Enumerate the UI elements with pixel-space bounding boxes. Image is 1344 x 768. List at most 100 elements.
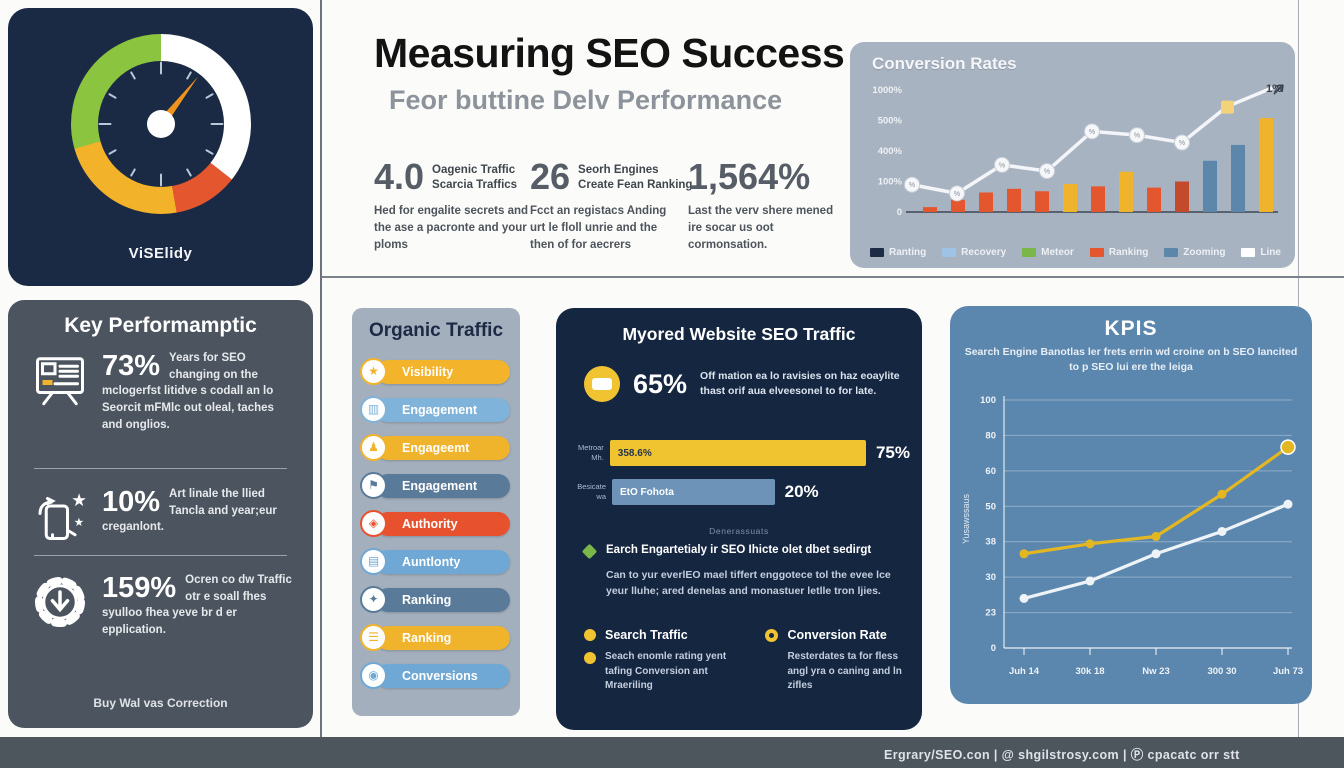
svg-text:38: 38 bbox=[985, 537, 996, 548]
page-subtitle: Feor buttine Delv Performance bbox=[389, 85, 783, 115]
svg-text:Nw 23: Nw 23 bbox=[1142, 666, 1169, 677]
svg-text:%: % bbox=[954, 191, 960, 198]
svg-text:0: 0 bbox=[991, 643, 996, 654]
key-item-text: 73% Years for SEO changing on the mcloge… bbox=[102, 350, 274, 431]
organic-panel-title: Organic Traffic bbox=[368, 320, 504, 341]
kpi-title: KPIS bbox=[1104, 317, 1158, 340]
vertical-divider bbox=[320, 0, 322, 737]
seo-legend: Search Traffic Seach enomle rating yent … bbox=[584, 628, 908, 694]
legend-swatch-icon bbox=[1164, 248, 1179, 257]
seo-stat-row: 65% Off mation ea lo ravisies on haz eoa… bbox=[584, 366, 908, 402]
svg-text:50: 50 bbox=[985, 501, 996, 512]
page-title: Measuring SEO Success bbox=[374, 30, 845, 76]
list-item: ☰ Ranking bbox=[360, 624, 510, 651]
legend-description: Resterdates ta for fless angl yra o cani… bbox=[787, 651, 902, 691]
bar-value: 20% bbox=[784, 482, 819, 501]
svg-text:80: 80 bbox=[985, 430, 996, 441]
organic-pill: Authority bbox=[376, 512, 510, 536]
gauge-tick bbox=[159, 173, 162, 187]
organic-pill: Conversions bbox=[376, 664, 510, 688]
list-item: ◉ Conversions bbox=[360, 662, 510, 689]
list-item: ✦ Ranking bbox=[360, 586, 510, 613]
gauge-label: ViSElidy bbox=[128, 245, 193, 262]
yellow-dot-icon bbox=[584, 629, 596, 641]
website-seo-traffic-panel: Myored Website SEO Traffic 65% Off matio… bbox=[556, 308, 922, 730]
svg-text:Juh 14: Juh 14 bbox=[1009, 666, 1040, 677]
key-item-text: 10% Art linale the llied Tancla and year… bbox=[102, 486, 277, 534]
seo-stat-value: 65% bbox=[633, 368, 688, 399]
stat-description: Fcct an registacs Anding urt le floll un… bbox=[530, 205, 667, 251]
kpi-subtitle: Search Engine Banotlas ler frets errin w… bbox=[964, 346, 1298, 374]
conversion-chart-title: Conversion Rates bbox=[872, 54, 1017, 73]
svg-text:0: 0 bbox=[897, 207, 902, 218]
conversions-icon: ◉ bbox=[360, 662, 387, 689]
yellow-dot-icon bbox=[584, 652, 596, 664]
legend-swatch-icon bbox=[1089, 248, 1104, 257]
organic-pill: Engagement bbox=[376, 398, 510, 422]
svg-text:60: 60 bbox=[985, 466, 996, 477]
seo-bullet-title: Earch Engartetialy ir SEO Ihicte olet db… bbox=[606, 544, 872, 556]
seo-bullet: Earch Engartetialy ir SEO Ihicte olet db… bbox=[581, 543, 904, 560]
key-item-text: 159% Ocren co dw Traffic otr e soall fhe… bbox=[102, 572, 292, 637]
gauge-tick bbox=[159, 61, 162, 75]
svg-text:500%: 500% bbox=[878, 116, 903, 127]
list-item: ▤ Auntlonty bbox=[360, 548, 510, 575]
key-item: 159% Ocren co dw Traffic otr e soall fhe… bbox=[30, 572, 295, 639]
legend-item: Ranking bbox=[1089, 247, 1148, 258]
svg-text:30: 30 bbox=[985, 572, 996, 583]
key-item: 73% Years for SEO changing on the mcloge… bbox=[30, 350, 295, 433]
seo-caption: Denerassuats bbox=[709, 526, 769, 536]
svg-text:%: % bbox=[1134, 133, 1140, 140]
key-item-pct: 159% bbox=[102, 572, 177, 604]
svg-text:%: % bbox=[1089, 129, 1095, 136]
svg-text:Yusawssaus: Yusawssaus bbox=[961, 493, 971, 544]
gauge-tick bbox=[98, 123, 111, 125]
key-panel-title: Key Performamptic bbox=[64, 314, 257, 337]
conversion-chart: 1000% 500% 400% 100% 0%%%%%%% 1% bbox=[872, 83, 1284, 218]
gauge-hub bbox=[146, 110, 175, 138]
metric-bar: 358.6% bbox=[609, 440, 866, 466]
svg-text:%: % bbox=[1179, 140, 1185, 147]
legend-swatch-icon bbox=[1241, 248, 1256, 257]
seo-horizontal-bars: Metroar Mh. 358.6% 75% Besicate wa EtO Foh… bbox=[564, 440, 910, 518]
svg-text:Juh 73: Juh 73 bbox=[1273, 666, 1303, 677]
organic-pill: Ranking bbox=[376, 588, 510, 612]
footer-bar: Ergrary/SEO.con | @ shgilstrosy.com | Ⓟ … bbox=[0, 737, 1344, 768]
seo-paragraph: Can to yur everlEO mael tiffert enggotec… bbox=[606, 569, 891, 597]
list-item: ⚑ Engagement bbox=[360, 472, 510, 499]
organic-traffic-panel: Organic Traffic ★ Visibility ▥ Engagement ♟ E… bbox=[352, 308, 520, 716]
stat-block: 26 Seorh Engines Create Fean Ranking. Fcc… bbox=[530, 158, 696, 253]
stat-description: Hed for engalite secrets and the ase a p… bbox=[374, 205, 529, 251]
key-item: ★ ★ 10% Art linale the llied Tancla and … bbox=[30, 486, 295, 551]
message-icon bbox=[584, 366, 620, 402]
bar-value: 75% bbox=[875, 443, 910, 462]
legend-swatch-icon bbox=[870, 248, 884, 257]
bar-label: Metroar Mh. bbox=[577, 443, 604, 462]
svg-text:%: % bbox=[999, 162, 1005, 169]
stat-block: 1,564% Last the verv shere mened ire soc… bbox=[688, 158, 838, 253]
svg-text:23: 23 bbox=[985, 608, 996, 619]
bar-row: Besicate wa EtO Fohota 20% bbox=[564, 479, 910, 505]
diamond-bullet-icon bbox=[581, 543, 598, 560]
engagement-icon: ⚑ bbox=[360, 472, 387, 499]
seo-panel-title: Myored Website SEO Traffic bbox=[622, 324, 856, 344]
bar-row: Metroar Mh. 358.6% 75% bbox=[564, 440, 910, 466]
organic-pill: Engagement bbox=[376, 474, 510, 498]
bar-label: Besicate wa bbox=[577, 482, 606, 501]
legend-item: Recovery bbox=[942, 247, 1006, 258]
list-item: ▥ Engagement bbox=[360, 396, 510, 423]
list-item: ◈ Authority bbox=[360, 510, 510, 537]
conversion-rate-icon bbox=[765, 628, 779, 642]
ranking-icon: ☰ bbox=[360, 624, 387, 651]
stat-label: Oagenic Traffic Scarcia Traffics bbox=[432, 164, 518, 191]
svg-text:400%: 400% bbox=[878, 146, 903, 157]
conversion-chart-legend: Ranting Recovery Meteor Ranking Zooming Line bbox=[870, 247, 1281, 258]
svg-text:1000%: 1000% bbox=[872, 85, 902, 96]
legend-swatch-icon bbox=[1022, 248, 1037, 257]
list-item: ♟ Engageemt bbox=[360, 434, 510, 461]
authority-icon: ◈ bbox=[360, 510, 387, 537]
legend-item: Search Traffic bbox=[584, 628, 765, 642]
footer-text: Ergrary/SEO.con | @ shgilstrosy.com | Ⓟ … bbox=[884, 748, 1240, 762]
list-item: ★ Visibility bbox=[360, 358, 510, 385]
